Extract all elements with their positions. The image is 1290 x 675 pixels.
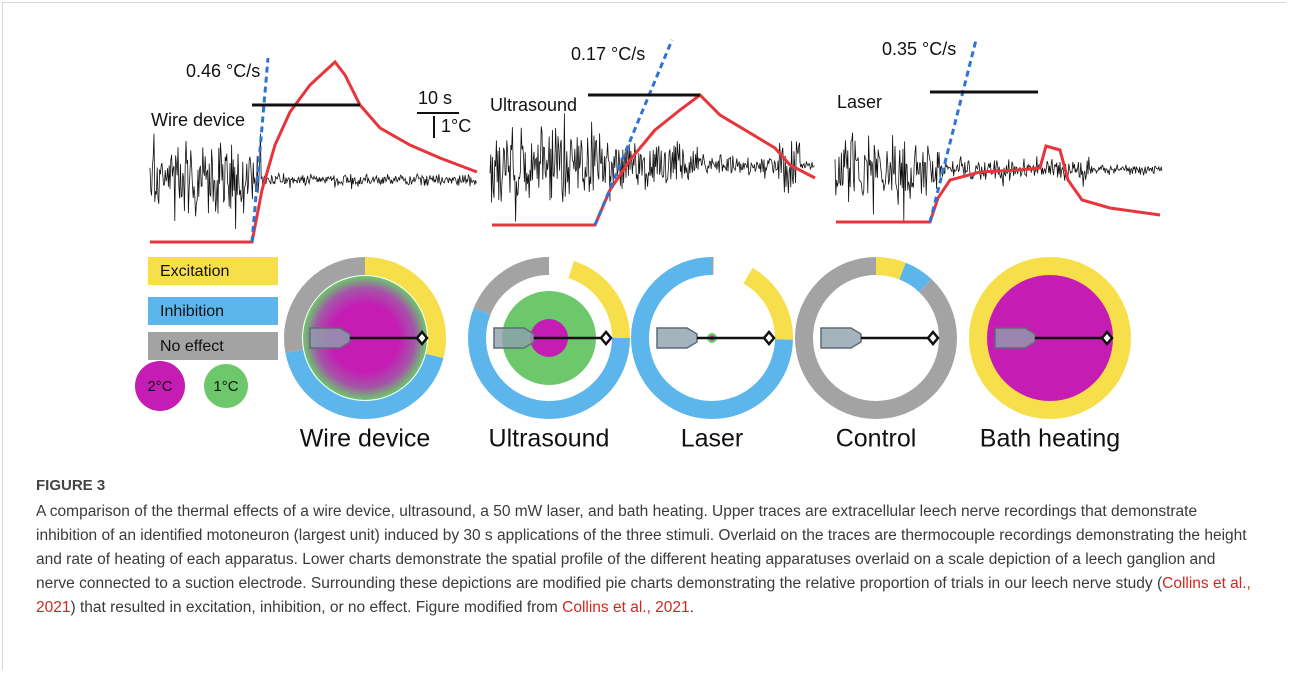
trace-label: Wire device: [151, 110, 245, 130]
donut-segment: [631, 257, 793, 419]
temperature-label: 2°C: [147, 378, 172, 395]
legend: Excitation Inhibition No effect 2°C 1°C: [135, 257, 278, 411]
ganglion: [415, 330, 429, 346]
suction-electrode: [994, 327, 1036, 349]
rate-label: 0.17 °C/s: [571, 44, 645, 64]
caption-part: A comparison of the thermal effects of a…: [36, 503, 1247, 592]
legend-swatch: [148, 297, 278, 325]
rate-line: [593, 39, 674, 226]
donuts: Wire device Ultrasound Laser Control Bath he…: [284, 257, 1131, 453]
legend-label: Inhibition: [160, 303, 224, 320]
ganglion: [599, 330, 613, 346]
suction-electrode: [309, 327, 351, 349]
temperature-trace: [150, 59, 478, 244]
donut-segment: [284, 257, 446, 419]
figure-label: FIGURE 3: [36, 477, 106, 494]
recording: [834, 132, 1163, 221]
donut-label: Laser: [681, 425, 744, 453]
citation-link[interactable]: Collins et al., 2021: [36, 575, 1251, 616]
caption-part: .: [689, 599, 694, 616]
donut-segment: [631, 257, 793, 419]
caption-part: ) that resulted in excitation, inhibitio…: [70, 599, 563, 616]
legend-label: Excitation: [160, 263, 229, 280]
legend-swatch: [148, 257, 278, 285]
temperature-trace: [836, 144, 1161, 224]
donut-segment: [284, 257, 446, 419]
donut-segment: [468, 257, 630, 419]
rate-line: [928, 39, 978, 223]
temperature-swatch: [135, 361, 185, 411]
figure: 0.46 °C/s Wire device 0.17 °C/s Ultrasou…: [135, 39, 1163, 453]
rate-line: [250, 57, 270, 243]
ganglion: [926, 330, 940, 346]
donut-segment: [795, 257, 957, 419]
donut-segment: [468, 257, 630, 419]
temperature-scale-label: 1°C: [441, 116, 471, 136]
electrodes: [309, 327, 1114, 349]
caption-text: A comparison of the thermal effects of a…: [36, 500, 1258, 620]
ganglion: [762, 330, 776, 346]
donut-segment: [468, 257, 630, 419]
donut-label: Ultrasound: [489, 425, 610, 453]
donut-segment: [969, 257, 1131, 419]
recording: [489, 113, 815, 222]
legend-label: No effect: [160, 338, 224, 355]
suction-electrode: [656, 327, 698, 349]
recording: [149, 133, 477, 230]
trace-label: Ultrasound: [490, 95, 577, 115]
legend-swatch: [148, 332, 278, 360]
caption: FIGURE 3 A comparison of the thermal eff…: [36, 474, 1258, 620]
time-scale-label: 10 s: [418, 88, 452, 108]
temperature-label: 1°C: [213, 378, 238, 395]
suction-electrode: [820, 327, 862, 349]
temperature-swatch: [204, 364, 248, 408]
donut-label: Wire device: [300, 425, 431, 453]
donut-label: Control: [836, 425, 917, 453]
rate-label: 0.35 °C/s: [882, 39, 956, 59]
nerve-recordings: [149, 113, 1163, 230]
citation-link[interactable]: Collins et al., 2021: [562, 599, 690, 616]
ganglion: [1100, 330, 1114, 346]
donut-label: Bath heating: [980, 425, 1120, 453]
trace-label: Laser: [837, 92, 882, 112]
rate-label: 0.46 °C/s: [186, 61, 260, 81]
suction-electrode: [493, 327, 535, 349]
